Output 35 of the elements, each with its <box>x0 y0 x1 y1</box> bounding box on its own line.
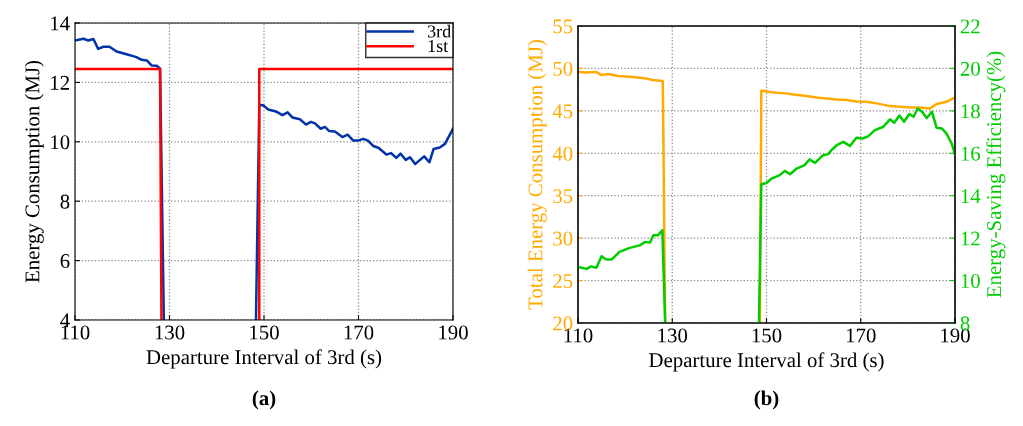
legend-label: 3rd <box>427 24 451 38</box>
legend-label: 1st <box>428 39 449 53</box>
text: (b) <box>754 390 779 410</box>
y-tick-label: 30 <box>553 231 573 246</box>
x-tick-label: 170 <box>344 325 374 340</box>
y2-tick-label: 14 <box>961 189 981 203</box>
y-tick-label: 45 <box>552 104 573 119</box>
y-tick-label: 35 <box>553 189 573 204</box>
y2-tick-label: 20 <box>960 61 980 76</box>
x-tick-label: 170 <box>846 328 876 343</box>
y-tick-label: 14 <box>51 16 70 31</box>
y-tick-label: 50 <box>553 61 573 76</box>
y2-tick-label: 16 <box>961 146 981 161</box>
y-tick-label: 55 <box>553 19 573 34</box>
y-axis-title: Total Energy Consumption (MJ) <box>527 40 547 310</box>
y-tick-label: 25 <box>553 274 573 288</box>
x-axis-title: Departure Interval of 3rd (s) <box>649 352 884 372</box>
y2-tick-label: 18 <box>961 104 980 119</box>
y2-tick-label: 22 <box>960 19 980 34</box>
x-tick-label: 190 <box>439 325 468 340</box>
x-tick-label: 130 <box>155 325 185 340</box>
x-tick-label: 150 <box>752 328 782 343</box>
y-tick-label: 6 <box>60 254 70 269</box>
y-tick-label: 40 <box>552 146 573 161</box>
x-tick-label: 130 <box>658 328 688 343</box>
y-tick-label: 12 <box>51 75 69 90</box>
y-tick-label: 10 <box>51 135 70 150</box>
y2-axis-title: Energy-Saving Efficiency(%) <box>986 51 1006 298</box>
y2-tick-label: 12 <box>961 231 980 246</box>
y2-tick-label: 10 <box>961 273 980 288</box>
text: (a) <box>252 390 276 410</box>
y-axis-title: Energy Consumption (MJ) <box>24 60 44 283</box>
y-tick-label: 8 <box>60 194 70 209</box>
x-tick-label: 150 <box>250 325 279 340</box>
x-axis-title: Departure Interval of 3rd (s) <box>146 349 382 369</box>
